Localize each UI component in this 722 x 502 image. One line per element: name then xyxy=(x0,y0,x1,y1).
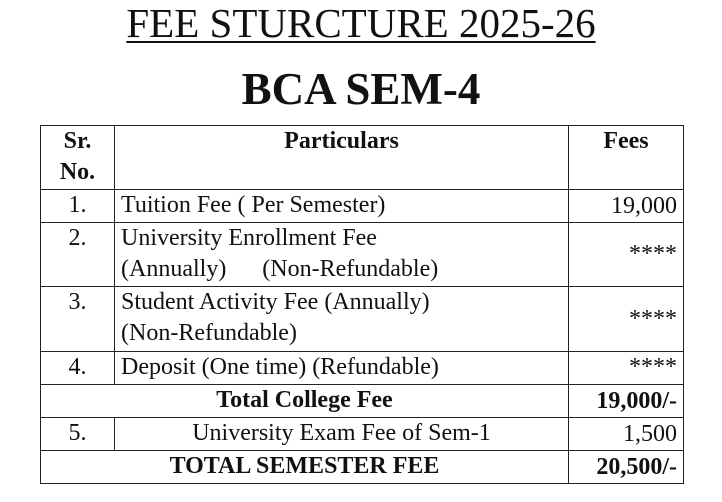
total-college-label: Total College Fee xyxy=(40,384,569,418)
particulars: Student Activity Fee (Annually) (Non-Refu… xyxy=(114,286,569,352)
fee-table: Sr. No. Particulars Fees 1. Tuition Fee … xyxy=(40,125,684,484)
sr-no: 5. xyxy=(40,417,115,451)
particulars: Deposit (One time) (Refundable) xyxy=(114,351,569,385)
fee-value: **** xyxy=(568,222,684,287)
document-subtitle: BCA SEM-4 xyxy=(241,64,481,114)
particulars: Tuition Fee ( Per Semester) xyxy=(114,189,569,223)
sr-no: 3. xyxy=(40,286,115,352)
fee-value: **** xyxy=(568,286,684,352)
total-semester-label: TOTAL SEMESTER FEE xyxy=(40,450,569,484)
sr-no: 2. xyxy=(40,222,115,287)
table-row: 2. University Enrollment Fee (Annually) (… xyxy=(40,222,684,287)
particulars: University Exam Fee of Sem-1 xyxy=(114,417,569,451)
header-particulars: Particulars xyxy=(114,125,569,190)
header-sr-no: Sr. No. xyxy=(40,125,115,190)
table-header-row: Sr. No. Particulars Fees xyxy=(40,125,684,190)
particulars-line: Student Activity Fee (Annually) xyxy=(121,289,430,315)
sr-no: 4. xyxy=(40,351,115,385)
sr-no: 1. xyxy=(40,189,115,223)
header-fees: Fees xyxy=(568,125,684,190)
table-row: 1. Tuition Fee ( Per Semester) 19,000 xyxy=(40,189,684,223)
total-semester-row: TOTAL SEMESTER FEE 20,500/- xyxy=(40,450,684,484)
total-college-fee: 19,000/- xyxy=(568,384,684,418)
total-college-row: Total College Fee 19,000/- xyxy=(40,384,684,418)
document-title: FEE STURCTURE 2025-26 xyxy=(126,0,596,46)
total-semester-fee: 20,500/- xyxy=(568,450,684,484)
exam-fee-row: 5. University Exam Fee of Sem-1 1,500 xyxy=(40,417,684,451)
fee-value: **** xyxy=(568,351,684,385)
particulars-line: University Enrollment Fee xyxy=(121,225,377,251)
particulars: University Enrollment Fee (Annually) (Non… xyxy=(114,222,569,287)
fee-value: 19,000 xyxy=(568,189,684,223)
table-row: 4. Deposit (One time) (Refundable) **** xyxy=(40,351,684,385)
table-row: 3. Student Activity Fee (Annually) (Non-R… xyxy=(40,286,684,352)
particulars-line: (Annually) (Non-Refundable) xyxy=(121,256,439,282)
particulars-line: (Non-Refundable) xyxy=(121,320,297,346)
fee-value: 1,500 xyxy=(568,417,684,451)
